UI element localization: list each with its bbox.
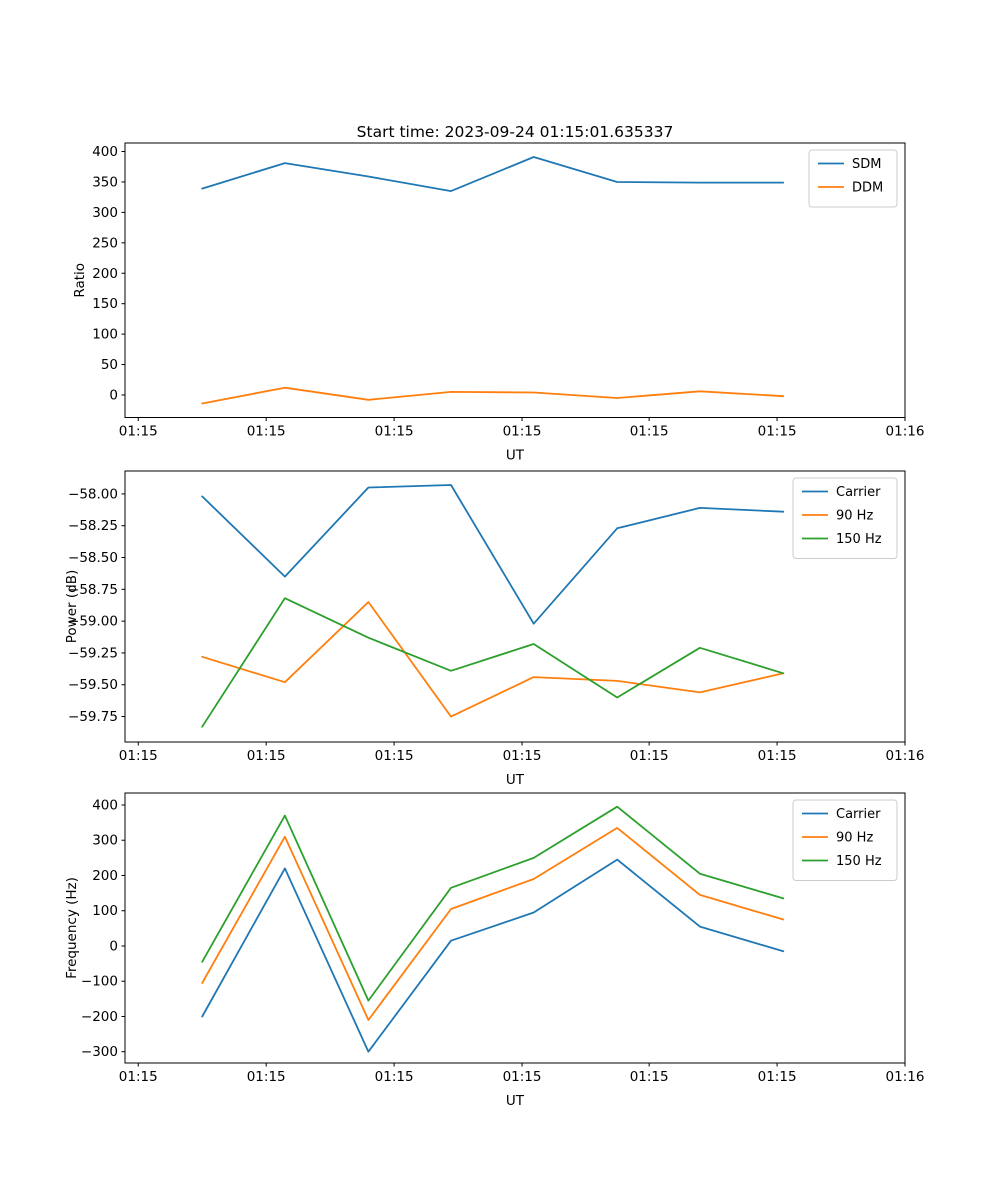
y-tick-label: −58.75 [68,582,118,598]
y-tick-label: −58.25 [68,518,118,534]
y-tick-label: 100 [92,327,118,343]
ddm-line [201,386,785,405]
x-tick-label: 01:15 [247,748,286,764]
frequency-ylabel: Frequency (Hz) [64,877,80,979]
y-tick-label: −59.00 [68,614,118,630]
frequency-plot-frame [124,792,906,1064]
y-tick-label: 200 [92,868,118,884]
x-tick-label: 01:15 [375,424,414,440]
y-tick-label: 300 [92,833,118,849]
legend-item-150-hz: 150 Hz [802,854,882,869]
power-ylabel: Power (dB) [64,570,80,643]
x-tick-label: 01:16 [886,748,925,764]
y-tick-label: 250 [92,235,118,251]
x-tick-label: 01:15 [758,748,797,764]
x-tick-label: 01:16 [886,1069,925,1085]
x-tick-label: 01:15 [630,748,669,764]
legend-item-carrier: Carrier [802,485,881,500]
x-tick-label: 01:15 [375,1069,414,1085]
legend-item-90-hz: 90 Hz [802,509,873,524]
x-tick-label: 01:15 [503,424,542,440]
x-tick-label: 01:16 [886,424,925,440]
legend-label: 90 Hz [836,831,873,846]
power-xlabel: UT [506,772,525,788]
ratio-chart: 400 350 300 250 200 150 100 50 0 01:15 01:15 01:15 0… [72,142,925,464]
frequency-xlabel: UT [506,1093,525,1109]
legend-label: 150 Hz [836,532,882,547]
y-tick-label: −59.75 [68,709,118,725]
ratio-ylabel: Ratio [72,263,88,298]
y-tick-label: −59.25 [68,645,118,661]
y-tick-label: 300 [92,205,118,221]
y-tick-label: 100 [92,903,118,919]
frequency-legend: Carrier 90 Hz 150 Hz [792,799,898,881]
legend-item-carrier: Carrier [802,807,881,822]
x-tick-label: 01:15 [758,424,797,440]
x-tick-label: 01:15 [758,1069,797,1085]
legend-label: Carrier [836,485,881,500]
y-tick-label: 0 [109,938,118,954]
legend-label: 90 Hz [836,509,873,524]
150-hz-line [201,805,785,1002]
x-tick-label: 01:15 [119,748,158,764]
90-hz-line [201,827,785,1021]
carrier-line [201,484,785,625]
power-legend: Carrier 90 Hz 150 Hz [792,477,898,559]
legend-item-150-hz: 150 Hz [802,532,882,547]
x-tick-label: 01:15 [375,748,414,764]
legend-label: Carrier [836,807,881,822]
sdm-line [201,156,785,193]
x-tick-label: 01:15 [503,748,542,764]
y-tick-label: −200 [81,1009,118,1025]
y-tick-label: 200 [92,266,118,282]
x-tick-label: 01:15 [119,424,158,440]
x-tick-label: 01:15 [247,424,286,440]
x-tick-label: 01:15 [630,424,669,440]
y-tick-label: 350 [92,174,118,190]
legend-item-ddm: DDM [818,181,883,196]
90-hz-line [201,601,785,718]
ratio-xlabel: UT [506,448,525,464]
y-tick-label: −58.50 [68,550,118,566]
x-tick-label: 01:15 [247,1069,286,1085]
legend-item-90-hz: 90 Hz [802,831,873,846]
legend-label: 150 Hz [836,854,882,869]
x-tick-label: 01:15 [119,1069,158,1085]
legend-label: DDM [852,181,883,196]
y-tick-label: 0 [109,387,118,403]
y-tick-label: −58.00 [68,486,118,502]
figure-title: Start time: 2023-09-24 01:15:01.635337 [356,123,674,141]
y-tick-label: −59.50 [68,677,118,693]
y-tick-label: −300 [81,1044,118,1060]
x-tick-label: 01:15 [630,1069,669,1085]
legend-item-sdm: SDM [818,157,881,172]
150-hz-line [201,597,785,728]
carrier-line [201,858,785,1053]
x-tick-label: 01:15 [503,1069,542,1085]
ratio-plot-frame [124,142,906,418]
y-tick-label: 400 [92,797,118,813]
power-plot-frame [124,470,906,743]
legend-label: SDM [852,157,881,172]
y-tick-label: 150 [92,296,118,312]
y-tick-label: 400 [92,144,118,160]
y-tick-label: −100 [81,974,118,990]
power-chart: −58.00 −58.25 −58.50 −58.75 −59.00 −59.25 −59.… [64,470,925,788]
ratio-legend: SDM DDM [808,149,898,208]
y-tick-label: 50 [101,357,118,373]
